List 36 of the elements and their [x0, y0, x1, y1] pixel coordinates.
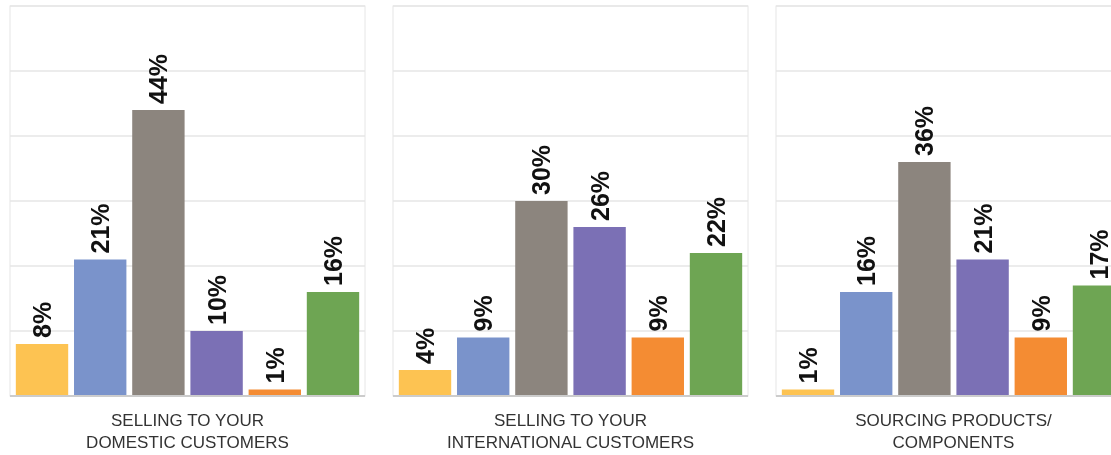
bar: [398, 370, 452, 396]
bar: [898, 162, 951, 396]
data-label: 1%: [260, 347, 289, 384]
data-label: 8%: [28, 301, 57, 338]
data-label: 16%: [318, 235, 347, 286]
bar: [956, 259, 1009, 396]
x-axis-title: SOURCING PRODUCTS/ COMPONENTS: [855, 411, 1052, 452]
data-label: 17%: [1084, 229, 1111, 280]
data-label: 21%: [968, 203, 997, 254]
data-label: 44%: [144, 53, 173, 104]
data-label: 36%: [910, 105, 939, 156]
data-label: 10%: [202, 274, 231, 325]
x-axis-title: SELLING TO YOUR DOMESTIC CUSTOMERS: [86, 411, 289, 452]
data-label: 9%: [1026, 295, 1055, 332]
bar: [840, 292, 893, 396]
data-label: 9%: [643, 295, 672, 332]
bar: [689, 253, 743, 396]
data-label: 16%: [852, 235, 881, 286]
bar: [631, 337, 684, 396]
bar: [457, 337, 510, 396]
data-label: 4%: [411, 327, 440, 364]
bar: [515, 201, 568, 396]
x-axis-title: SELLING TO YOUR INTERNATIONAL CUSTOMERS: [446, 411, 695, 452]
bar: [1014, 337, 1067, 396]
data-label: 22%: [701, 196, 730, 247]
data-label: 30%: [527, 144, 556, 195]
bar: [15, 344, 69, 396]
bar: [74, 259, 127, 396]
bar: [190, 331, 243, 396]
data-label: 1%: [794, 347, 823, 384]
data-label: 26%: [585, 170, 614, 221]
bar: [306, 292, 360, 396]
bar: [132, 110, 185, 396]
bar: [573, 227, 626, 396]
data-label: 21%: [86, 203, 115, 254]
data-label: 9%: [469, 295, 498, 332]
